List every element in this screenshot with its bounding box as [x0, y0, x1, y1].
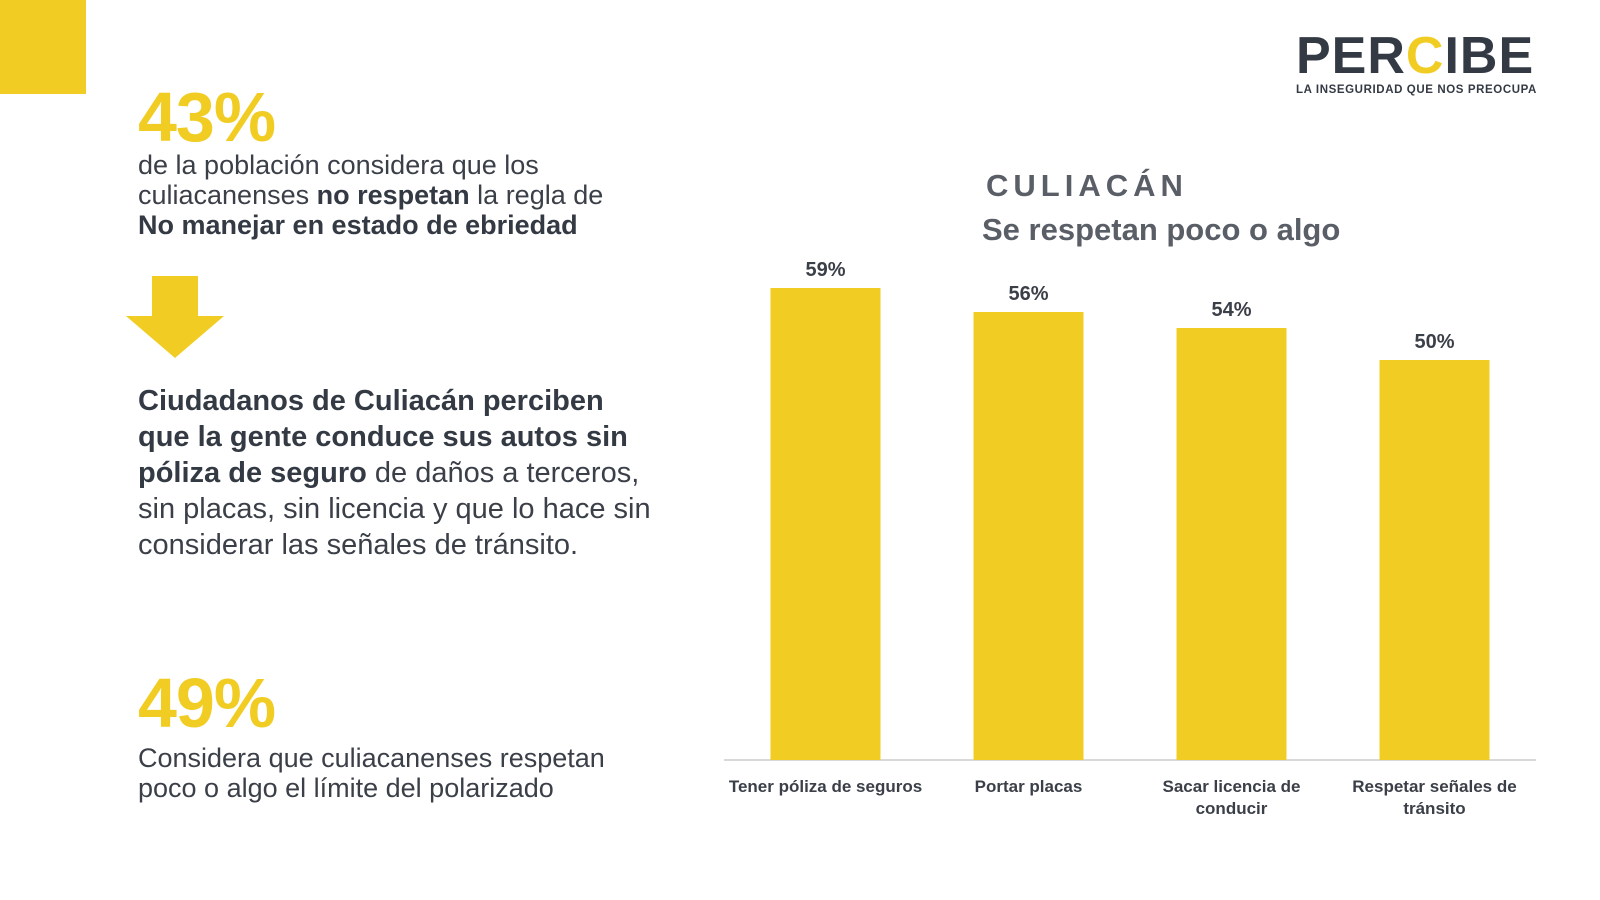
bar: [770, 288, 881, 760]
category-label: tránsito: [1403, 799, 1465, 818]
logo-tagline: LA INSEGURIDAD QUE NOS PREOCUPA: [1296, 84, 1537, 96]
bar-value-label: 54%: [1211, 299, 1251, 321]
logo-wordmark: PERCIBE: [1296, 27, 1535, 85]
category-label: Portar placas: [975, 777, 1083, 796]
corner-accent-block: [0, 0, 86, 94]
bar: [1176, 328, 1287, 760]
chart-title: CULIACÁN: [986, 168, 1188, 203]
category-label: Respetar señales de: [1352, 777, 1516, 796]
bar-value-label: 56%: [1008, 283, 1048, 305]
bar-chart: 59% Tener póliza de seguros 56% Portar plac…: [724, 259, 1536, 818]
category-label: conducir: [1196, 799, 1268, 818]
category-label: Sacar licencia de: [1163, 777, 1301, 796]
stat1-text: de la población considera que los culiac…: [138, 150, 604, 240]
stat3-value: 49%: [138, 664, 276, 742]
stat3-text: Considera que culiacanenses respetan poc…: [138, 743, 605, 803]
stat2-text: Ciudadanos de Culiacán perciben que la g…: [138, 385, 651, 561]
brand-logo: PERCIBE LA INSEGURIDAD QUE NOS PREOCUPA: [1296, 28, 1556, 96]
bar: [973, 312, 1084, 760]
category-label: Tener póliza de seguros: [729, 777, 922, 796]
stat1-value: 43%: [138, 78, 276, 156]
bar: [1379, 360, 1490, 760]
bar-value-label: 50%: [1414, 331, 1454, 353]
bar-value-label: 59%: [805, 259, 845, 281]
chart-subtitle: Se respetan poco o algo: [982, 212, 1341, 247]
arrow-down-icon: [126, 276, 224, 358]
